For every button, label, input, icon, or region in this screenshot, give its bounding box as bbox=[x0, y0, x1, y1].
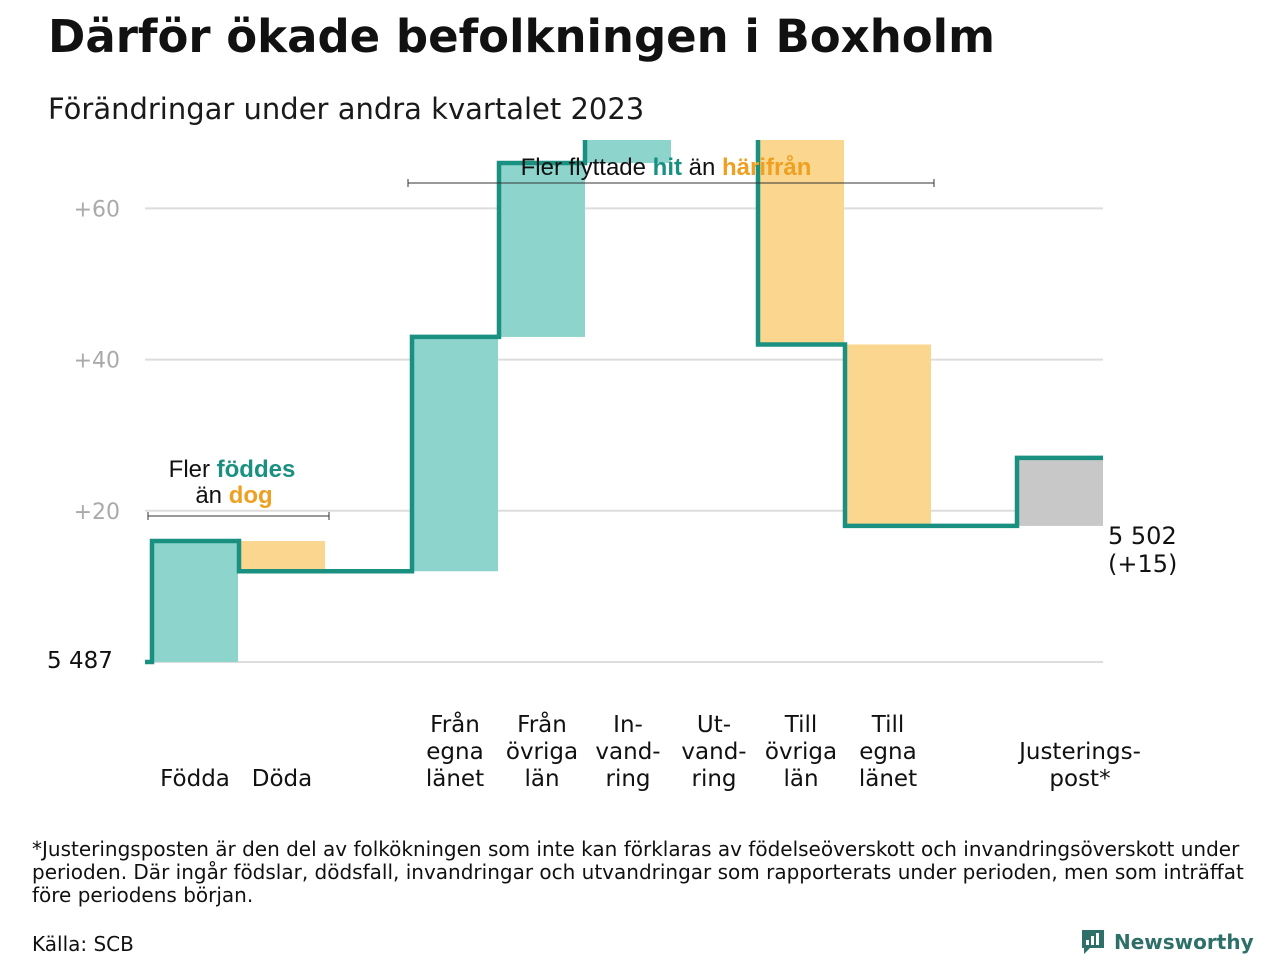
waterfall-bar bbox=[585, 140, 671, 164]
category-label: Från bbox=[517, 710, 567, 738]
category-label: ring bbox=[605, 766, 650, 792]
category-label: ring bbox=[691, 766, 736, 792]
category-label: län bbox=[783, 766, 818, 792]
category-label: län bbox=[524, 766, 559, 792]
footnote: *Justeringsposten är den del av folkökni… bbox=[32, 837, 1244, 907]
category-label: Döda bbox=[252, 766, 312, 792]
migration-annotation-text: Fler flyttade bbox=[521, 154, 653, 181]
waterfall-bar bbox=[845, 344, 931, 526]
logo-text: Newsworthy bbox=[1114, 930, 1254, 954]
migration-annotation-highlight: hit bbox=[653, 154, 682, 181]
category-label: länet bbox=[859, 766, 917, 792]
category-label: Från bbox=[430, 710, 480, 738]
cumulative-step-line bbox=[145, 140, 1103, 665]
category-label: länet bbox=[426, 766, 484, 792]
source-label: Källa: SCB bbox=[32, 932, 134, 956]
category-label: post* bbox=[1049, 766, 1110, 792]
category-label: Till bbox=[871, 712, 905, 738]
births-annotation-line2: än dog bbox=[195, 482, 272, 509]
start-value-label: 5 487 bbox=[47, 648, 113, 674]
category-label: övriga bbox=[765, 739, 837, 765]
newsworthy-logo: Newsworthy bbox=[1080, 928, 1254, 956]
category-label: egna bbox=[426, 739, 483, 765]
category-label: övriga bbox=[506, 739, 578, 765]
births-annotation-highlight: föddes bbox=[217, 456, 296, 483]
chart-subtitle: Förändringar under andra kvartalet 2023 bbox=[48, 92, 645, 126]
y-tick-label: +60 bbox=[74, 197, 120, 222]
category-label: Justerings- bbox=[1017, 739, 1141, 765]
chart-title: Därför ökade befolkningen i Boxholm bbox=[48, 10, 995, 63]
category-label: Födda bbox=[160, 766, 230, 792]
y-tick-label: +20 bbox=[74, 500, 120, 525]
waterfall-bar bbox=[1017, 457, 1103, 526]
category-label: Till bbox=[784, 712, 818, 738]
category-label: egna bbox=[859, 739, 916, 765]
births-annotation-highlight: dog bbox=[229, 482, 273, 509]
waterfall-bar bbox=[152, 541, 238, 662]
births-annotation-text: Fler bbox=[169, 456, 217, 483]
migration-annotation-text: än bbox=[682, 154, 722, 181]
migration-annotation-highlight: härifrån bbox=[722, 154, 811, 181]
waterfall-bar bbox=[758, 140, 844, 345]
waterfall-bar bbox=[412, 336, 498, 572]
waterfall-bar bbox=[239, 541, 325, 572]
migration-annotation: Fler flyttade hit än härifrån bbox=[521, 154, 812, 181]
end-value-label: 5 502 bbox=[1108, 522, 1177, 550]
births-annotation-line1: Fler föddes bbox=[169, 456, 296, 483]
category-label: In- bbox=[613, 712, 643, 738]
waterfall-bar bbox=[499, 163, 585, 337]
end-value-label: (+15) bbox=[1108, 550, 1177, 578]
newsworthy-logo-icon bbox=[1082, 930, 1104, 954]
y-tick-label: +40 bbox=[74, 349, 120, 374]
category-label: Ut- bbox=[697, 712, 731, 738]
category-label: vand- bbox=[681, 739, 746, 765]
births-annotation-text: än bbox=[195, 482, 228, 509]
category-label: vand- bbox=[595, 739, 660, 765]
